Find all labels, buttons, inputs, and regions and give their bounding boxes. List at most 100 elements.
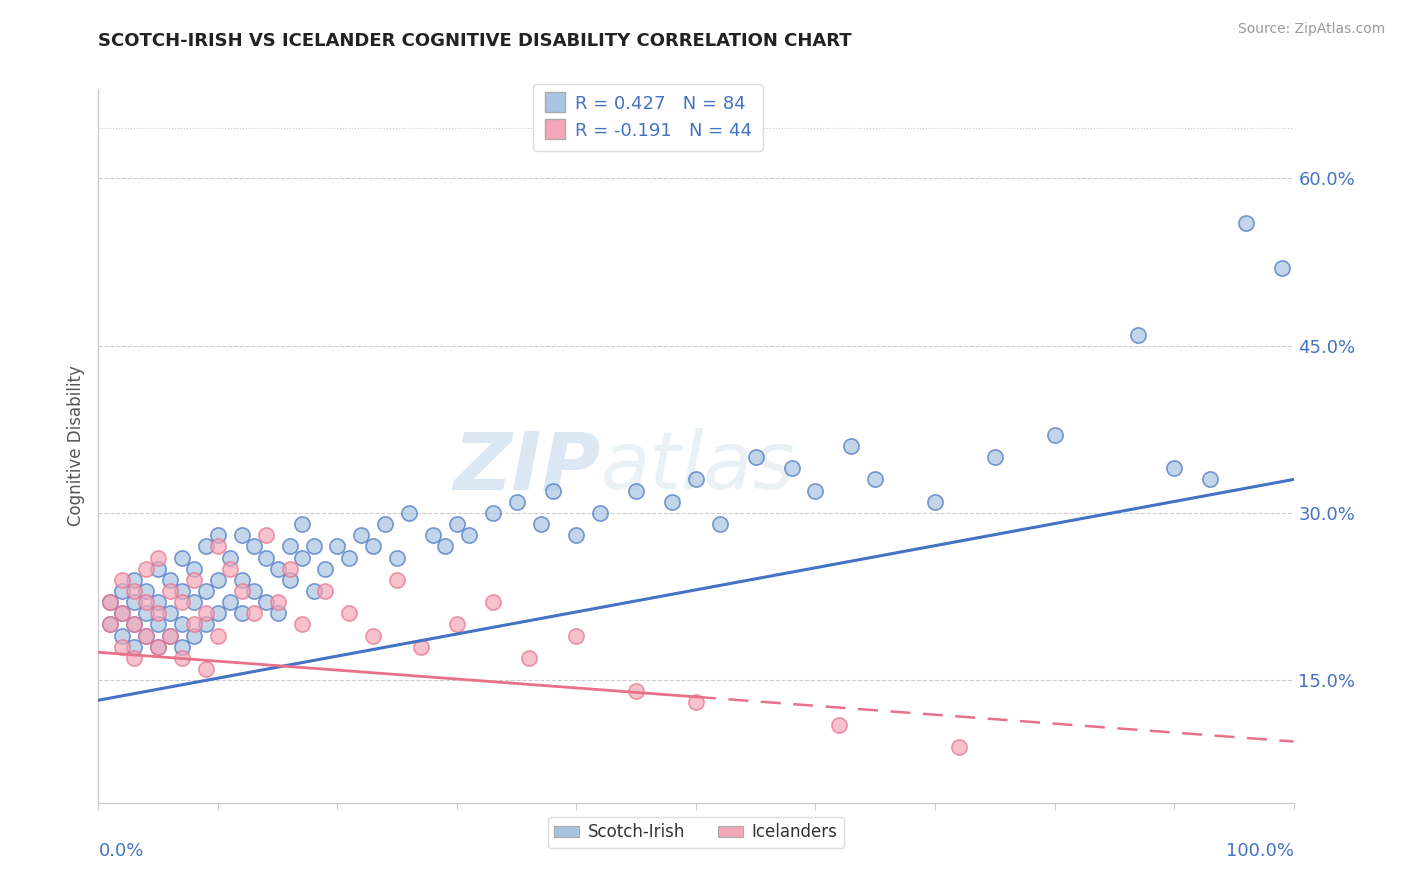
Point: [124, 573, 146, 587]
Point: [948, 740, 970, 755]
Point: [267, 607, 290, 621]
Point: [302, 539, 325, 553]
Point: [124, 583, 146, 598]
Point: [243, 539, 266, 553]
Point: [626, 684, 648, 698]
Point: [207, 628, 229, 642]
Point: [565, 528, 588, 542]
Point: [231, 573, 253, 587]
Point: [446, 617, 468, 632]
Point: [374, 517, 396, 532]
Point: [481, 506, 505, 520]
Text: atlas: atlas: [600, 428, 796, 507]
Point: [315, 562, 337, 576]
Point: [565, 628, 588, 642]
Point: [745, 450, 768, 464]
Point: [195, 607, 218, 621]
Point: [172, 550, 194, 565]
Point: [1234, 216, 1257, 230]
Point: [530, 517, 553, 532]
Point: [350, 528, 373, 542]
Point: [124, 617, 146, 632]
Point: [231, 528, 253, 542]
Point: [183, 562, 205, 576]
Point: [828, 717, 851, 731]
Point: [183, 628, 205, 642]
Point: [589, 506, 612, 520]
Point: [385, 573, 409, 587]
Point: [422, 528, 444, 542]
Point: [159, 607, 181, 621]
Point: [195, 583, 218, 598]
Point: [278, 562, 301, 576]
Point: [172, 617, 194, 632]
Point: [195, 539, 218, 553]
Point: [98, 617, 122, 632]
Point: [111, 628, 134, 642]
Point: [278, 573, 301, 587]
Point: [159, 573, 181, 587]
Point: [195, 617, 218, 632]
Point: [135, 562, 157, 576]
Point: [291, 550, 314, 565]
Point: [148, 640, 170, 654]
Point: [385, 550, 409, 565]
Point: [172, 595, 194, 609]
Point: [207, 528, 229, 542]
Point: [1163, 461, 1185, 475]
Legend: Scotch-Irish, Icelanders: Scotch-Irish, Icelanders: [548, 817, 844, 848]
Point: [254, 528, 277, 542]
Point: [315, 583, 337, 598]
Point: [291, 517, 314, 532]
Point: [302, 583, 325, 598]
Point: [172, 640, 194, 654]
Point: [98, 595, 122, 609]
Point: [804, 483, 827, 498]
Point: [1043, 427, 1066, 442]
Point: [841, 439, 863, 453]
Point: [243, 607, 266, 621]
Point: [148, 607, 170, 621]
Text: 0.0%: 0.0%: [98, 842, 143, 860]
Y-axis label: Cognitive Disability: Cognitive Disability: [66, 366, 84, 526]
Point: [865, 472, 887, 486]
Point: [267, 595, 290, 609]
Point: [124, 651, 146, 665]
Point: [1199, 472, 1222, 486]
Point: [780, 461, 803, 475]
Point: [339, 607, 361, 621]
Point: [709, 517, 731, 532]
Point: [446, 517, 468, 532]
Point: [111, 640, 134, 654]
Text: 100.0%: 100.0%: [1226, 842, 1294, 860]
Point: [278, 539, 301, 553]
Point: [398, 506, 420, 520]
Point: [481, 595, 505, 609]
Point: [541, 483, 564, 498]
Point: [1271, 260, 1294, 275]
Point: [124, 640, 146, 654]
Point: [207, 607, 229, 621]
Point: [135, 628, 157, 642]
Point: [363, 628, 385, 642]
Point: [183, 595, 205, 609]
Point: [339, 550, 361, 565]
Point: [219, 562, 242, 576]
Point: [98, 617, 122, 632]
Point: [135, 628, 157, 642]
Point: [517, 651, 540, 665]
Point: [172, 651, 194, 665]
Point: [111, 573, 134, 587]
Text: ZIP: ZIP: [453, 428, 600, 507]
Point: [124, 617, 146, 632]
Point: [135, 595, 157, 609]
Point: [231, 607, 253, 621]
Point: [183, 617, 205, 632]
Point: [363, 539, 385, 553]
Point: [326, 539, 349, 553]
Point: [267, 562, 290, 576]
Point: [434, 539, 457, 553]
Point: [626, 483, 648, 498]
Point: [148, 562, 170, 576]
Point: [111, 583, 134, 598]
